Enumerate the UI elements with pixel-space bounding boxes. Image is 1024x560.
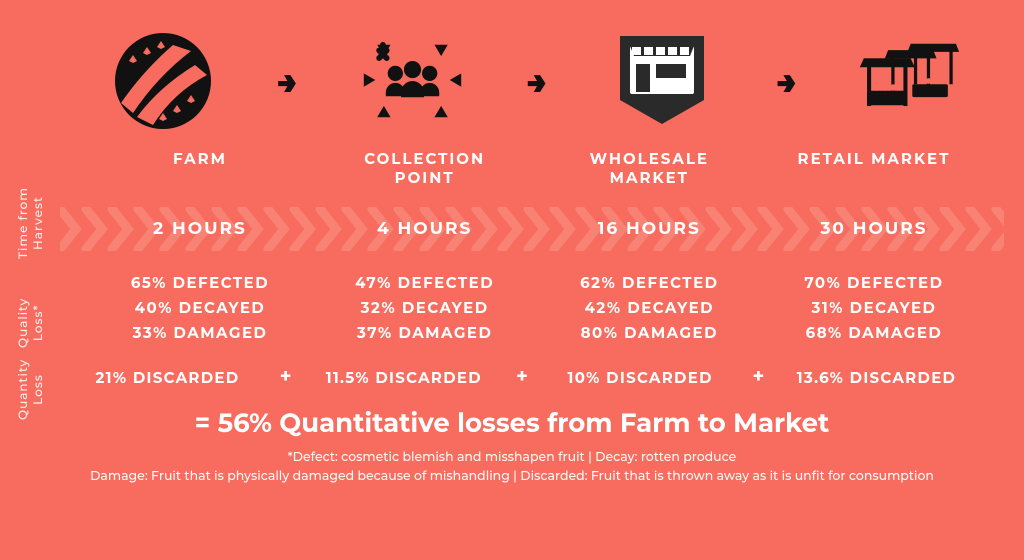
stages-icon-row: → → → <box>0 0 1024 133</box>
damaged-value: 68% DAMAGED <box>784 321 964 346</box>
retail-market-icon <box>859 28 964 133</box>
time-value: 4 HOURS <box>335 219 515 239</box>
decayed-value: 42% DECAYED <box>559 296 739 321</box>
quantity-row: 21% DISCARDED + 11.5% DISCARDED + 10% DI… <box>0 345 1024 389</box>
time-row: 2 HOURS 4 HOURS 16 HOURS 30 HOURS <box>0 205 1024 253</box>
wholesale-market-icon <box>609 28 714 133</box>
defected-value: 62% DEFECTED <box>559 271 739 296</box>
discarded-value: 13.6% DISCARDED <box>789 368 964 387</box>
defected-value: 47% DEFECTED <box>335 271 515 296</box>
time-value: 16 HOURS <box>559 219 739 239</box>
decayed-value: 31% DECAYED <box>784 296 964 321</box>
defected-value: 70% DEFECTED <box>784 271 964 296</box>
quality-col: 65% DEFECTED 40% DECAYED 33% DAMAGED <box>110 271 290 345</box>
damaged-value: 80% DAMAGED <box>559 321 739 346</box>
collection-point-icon <box>360 28 465 133</box>
stage-label: FARM <box>110 149 290 187</box>
plus-icon: + <box>280 365 292 389</box>
stage-label: RETAIL MARKET <box>784 149 964 187</box>
arrow-icon: → <box>277 60 297 102</box>
quality-col: 62% DEFECTED 42% DECAYED 80% DAMAGED <box>559 271 739 345</box>
damaged-value: 37% DAMAGED <box>335 321 515 346</box>
plus-icon: + <box>752 365 764 389</box>
plus-icon: + <box>516 365 528 389</box>
damaged-value: 33% DAMAGED <box>110 321 290 346</box>
arrow-icon: → <box>527 60 547 102</box>
footnote-line: Damage: Fruit that is physically damaged… <box>0 468 1024 487</box>
summary-text: = 56% Quantitative losses from Farm to M… <box>0 407 1024 439</box>
quality-row: 65% DEFECTED 40% DECAYED 33% DAMAGED 47%… <box>0 253 1024 345</box>
stage-label: COLLECTION POINT <box>335 149 515 187</box>
footnote: *Defect: cosmetic blemish and misshapen … <box>0 449 1024 487</box>
farm-icon <box>110 28 215 133</box>
decayed-value: 32% DECAYED <box>335 296 515 321</box>
time-value: 30 HOURS <box>784 219 964 239</box>
quality-col: 47% DEFECTED 32% DECAYED 37% DAMAGED <box>335 271 515 345</box>
decayed-value: 40% DECAYED <box>110 296 290 321</box>
defected-value: 65% DEFECTED <box>110 271 290 296</box>
discarded-value: 10% DISCARDED <box>553 368 728 387</box>
discarded-value: 21% DISCARDED <box>80 368 255 387</box>
quality-col: 70% DEFECTED 31% DECAYED 68% DAMAGED <box>784 271 964 345</box>
time-value: 2 HOURS <box>110 219 290 239</box>
stage-labels-row: FARM COLLECTION POINT WHOLESALE MARKET R… <box>0 133 1024 187</box>
stage-label: WHOLESALE MARKET <box>559 149 739 187</box>
footnote-line: *Defect: cosmetic blemish and misshapen … <box>0 449 1024 468</box>
discarded-value: 11.5% DISCARDED <box>316 368 491 387</box>
arrow-icon: → <box>776 60 796 102</box>
